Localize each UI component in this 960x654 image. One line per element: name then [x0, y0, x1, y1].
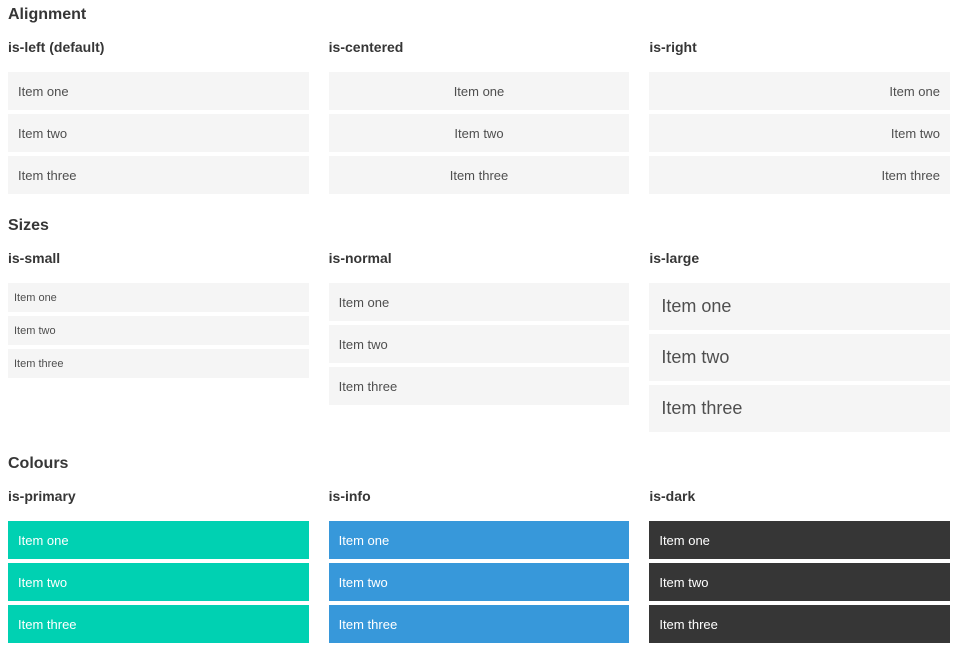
list-item[interactable]: Item one — [328, 521, 630, 559]
colours-columns: is-primary Item one Item two Item three … — [8, 489, 950, 643]
variant-is-primary: is-primary Item one Item two Item three — [8, 489, 309, 643]
list-item[interactable]: Item three — [328, 605, 630, 643]
variant-label-is-normal: is-normal — [328, 250, 392, 266]
list-item[interactable]: Item two — [8, 563, 309, 601]
section-sizes: Sizes is-small Item one Item two Item th… — [8, 216, 950, 432]
variant-label-is-primary: is-primary — [8, 488, 76, 504]
list-item[interactable]: Item one — [8, 72, 309, 110]
list-item[interactable]: Item three — [8, 605, 309, 643]
list-centered: Item one Item two Item three — [328, 72, 630, 194]
list-item[interactable]: Item two — [328, 114, 630, 152]
variant-is-right: is-right Item one Item two Item three — [649, 40, 950, 194]
list-item[interactable]: Item two — [649, 563, 950, 601]
list-item[interactable]: Item three — [328, 156, 630, 194]
section-title-colours: Colours — [8, 455, 69, 472]
variant-label-is-centered: is-centered — [328, 39, 404, 55]
variant-is-left: is-left (default) Item one Item two Item… — [8, 40, 309, 194]
list-normal: Item one Item two Item three — [328, 283, 630, 405]
list-dark: Item one Item two Item three — [649, 521, 950, 643]
section-colours: Colours is-primary Item one Item two Ite… — [8, 454, 950, 643]
variant-is-normal: is-normal Item one Item two Item three — [328, 250, 630, 405]
sizes-columns: is-small Item one Item two Item three is… — [8, 251, 950, 432]
list-item[interactable]: Item two — [328, 325, 630, 363]
list-primary: Item one Item two Item three — [8, 521, 309, 643]
list-item[interactable]: Item two — [328, 563, 630, 601]
variant-label-is-info: is-info — [328, 488, 371, 504]
section-title-sizes: Sizes — [8, 217, 49, 234]
variant-label-is-large: is-large — [649, 250, 700, 266]
list-item[interactable]: Item three — [649, 385, 950, 432]
list-item[interactable]: Item one — [649, 521, 950, 559]
list-item[interactable]: Item three — [328, 367, 630, 405]
list-left-aligned: Item one Item two Item three — [8, 72, 309, 194]
list-item[interactable]: Item three — [649, 156, 950, 194]
list-small: Item one Item two Item three — [8, 283, 309, 378]
section-title-alignment: Alignment — [8, 6, 87, 23]
list-item[interactable]: Item one — [328, 283, 630, 321]
list-item[interactable]: Item two — [8, 114, 309, 152]
section-alignment: Alignment is-left (default) Item one Ite… — [8, 5, 950, 194]
list-item[interactable]: Item one — [328, 72, 630, 110]
variant-is-dark: is-dark Item one Item two Item three — [649, 489, 950, 643]
list-info: Item one Item two Item three — [328, 521, 630, 643]
alignment-columns: is-left (default) Item one Item two Item… — [8, 40, 950, 194]
list-large: Item one Item two Item three — [649, 283, 950, 432]
variant-is-large: is-large Item one Item two Item three — [649, 251, 950, 432]
variant-is-small: is-small Item one Item two Item three — [8, 251, 309, 378]
list-item[interactable]: Item two — [649, 114, 950, 152]
variant-label-is-left: is-left (default) — [8, 39, 105, 55]
variant-label-is-dark: is-dark — [649, 488, 696, 504]
list-item[interactable]: Item two — [649, 334, 950, 381]
variant-is-centered: is-centered Item one Item two Item three — [328, 39, 630, 194]
list-item[interactable]: Item one — [8, 521, 309, 559]
list-item[interactable]: Item one — [649, 283, 950, 330]
list-item[interactable]: Item two — [8, 316, 309, 345]
list-item[interactable]: Item one — [8, 283, 309, 312]
list-item[interactable]: Item three — [8, 349, 309, 378]
list-item[interactable]: Item three — [649, 605, 950, 643]
list-item[interactable]: Item three — [8, 156, 309, 194]
list-item[interactable]: Item one — [649, 72, 950, 110]
variant-label-is-right: is-right — [649, 39, 697, 55]
variant-label-is-small: is-small — [8, 250, 61, 266]
variant-is-info: is-info Item one Item two Item three — [328, 488, 630, 643]
list-right-aligned: Item one Item two Item three — [649, 72, 950, 194]
